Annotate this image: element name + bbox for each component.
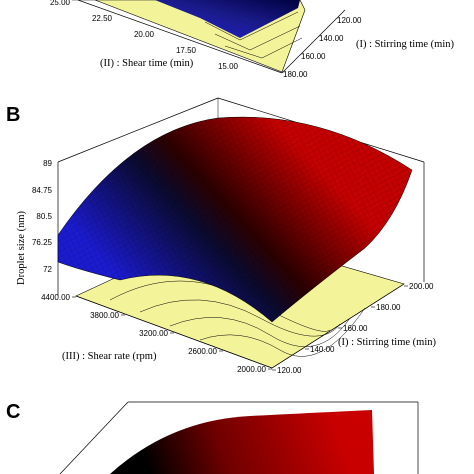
panel-a-ylabel: (II) : Shear time (min) bbox=[100, 58, 194, 69]
panel-a-x-tick: 140.00 bbox=[319, 34, 344, 43]
panel-a-contour bbox=[214, 25, 301, 51]
panel-b-zlabel: Droplet size (nm) bbox=[16, 210, 27, 285]
panel-b-contour bbox=[169, 317, 351, 347]
panel-b-x-tick: 120.00 bbox=[277, 366, 302, 375]
panel-a-contour bbox=[204, 11, 299, 41]
panel-c-surface bbox=[110, 410, 374, 474]
panel-b-ylabel: (III) : Shear rate (rpm) bbox=[62, 351, 157, 362]
panel-b-z-tick: 80.5 bbox=[36, 212, 52, 221]
panel-b-y-tick: 4400.00 bbox=[41, 293, 70, 302]
panel-a-y-tick: 22.50 bbox=[92, 14, 113, 23]
panel-b-contour bbox=[139, 299, 341, 337]
panel-c-box-edge bbox=[59, 401, 129, 474]
panel-b-z-tick: 89 bbox=[43, 159, 52, 168]
panel-a-y-tick: 20.00 bbox=[134, 30, 155, 39]
panel-a-x-tick: 120.00 bbox=[337, 16, 362, 25]
panel-a-xlabel: (I) : Stirring time (min) bbox=[356, 39, 454, 50]
panel-a-x-tick: 180.00 bbox=[283, 70, 308, 79]
panel-b-y-tick: 2600.00 bbox=[188, 347, 217, 356]
panel-c-letter: C bbox=[6, 401, 20, 423]
panel-b-x-tick: 140.00 bbox=[310, 345, 335, 354]
panel-b-y-tick: 2000.00 bbox=[237, 365, 266, 374]
panel-b-y-tick: 3200.00 bbox=[139, 329, 168, 338]
panel-b-xlabel: (I) : Stirring time (min) bbox=[338, 337, 436, 348]
panel-b-contour bbox=[199, 307, 366, 357]
panel-b-z-tick: 84.75 bbox=[32, 186, 53, 195]
panel-c bbox=[59, 401, 419, 474]
panel-a-y-tick: 17.50 bbox=[176, 46, 197, 55]
panel-b-surface-mesh bbox=[58, 117, 412, 322]
panel-a: 25.00 22.50 20.00 17.50 15.00 180.00 160.00 14… bbox=[50, 0, 454, 79]
panel-b-z-tick: 72 bbox=[43, 265, 52, 274]
panel-a-y-tick: 15.00 bbox=[218, 62, 239, 71]
panel-b-y-tick: 3800.00 bbox=[90, 311, 119, 320]
panel-a-contour bbox=[224, 37, 303, 59]
panel-b-y-axis bbox=[75, 295, 273, 369]
panel-a-axis bbox=[281, 9, 346, 74]
panel-a-axis bbox=[77, 0, 283, 74]
panel-b-x-tick: 160.00 bbox=[343, 324, 368, 333]
panel-b-box-edge bbox=[57, 97, 219, 163]
panel-b: 72 76.25 80.5 84.75 89 4400.00 3800.00 3200.00… bbox=[16, 97, 436, 375]
panel-b-z-tick: 76.25 bbox=[32, 238, 53, 247]
panel-b-letter: B bbox=[6, 104, 20, 126]
panel-a-surface bbox=[155, 0, 300, 38]
panel-a-x-tick: 160.00 bbox=[301, 52, 326, 61]
panel-b-x-tick: 200.00 bbox=[409, 282, 434, 291]
panel-a-y-tick: 25.00 bbox=[50, 0, 71, 7]
panel-b-x-axis bbox=[271, 283, 405, 369]
panel-b-x-tick: 180.00 bbox=[376, 303, 401, 312]
